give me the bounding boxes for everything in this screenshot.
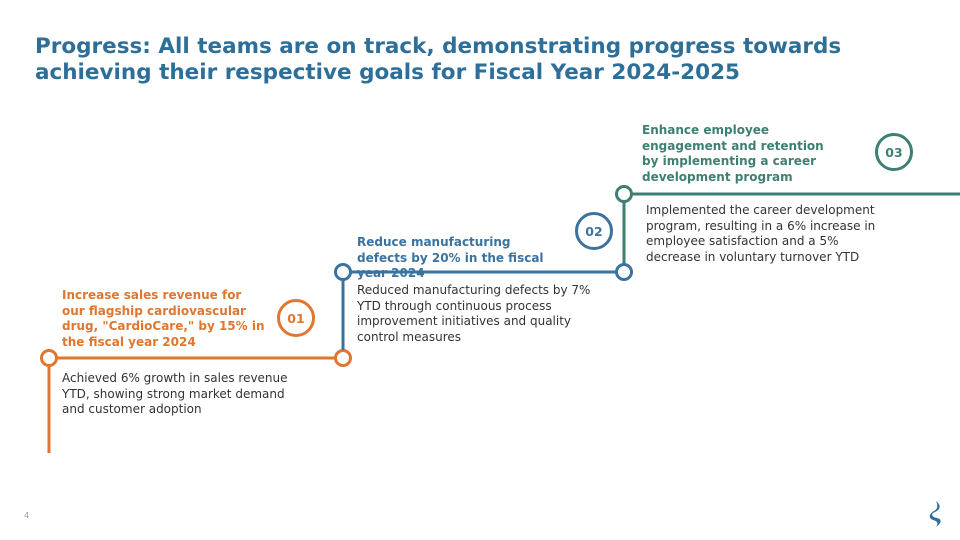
page-number: 4 <box>24 511 30 520</box>
step-01-line <box>40 349 352 453</box>
step-01-start-node <box>40 349 58 367</box>
step-01-badge: 01 <box>277 299 315 337</box>
step-02-progress: Reduced manufacturing defects by 7% YTD … <box>357 283 591 344</box>
step-01-goal: Increase sales revenue for our flagship … <box>62 288 265 349</box>
step-03-goal: Enhance employee engagement and retentio… <box>642 123 824 184</box>
step-03-progress: Implemented the career development progr… <box>646 203 876 264</box>
step-03-badge: 03 <box>875 133 913 171</box>
step-02-goal: Reduce manufacturing defects by 20% in t… <box>357 235 544 280</box>
step-02-badge: 02 <box>575 212 613 250</box>
step-01-end-node <box>334 349 352 367</box>
step-01-progress: Achieved 6% growth in sales revenue YTD,… <box>62 371 288 416</box>
company-logo-icon <box>929 501 941 527</box>
step-02-start-node <box>334 263 352 281</box>
step-02-line <box>334 263 633 350</box>
page-title: Progress: All teams are on track, demons… <box>35 34 842 85</box>
step-03-line <box>615 185 960 264</box>
step-02-end-node <box>615 263 633 281</box>
step-03-start-node <box>615 185 633 203</box>
